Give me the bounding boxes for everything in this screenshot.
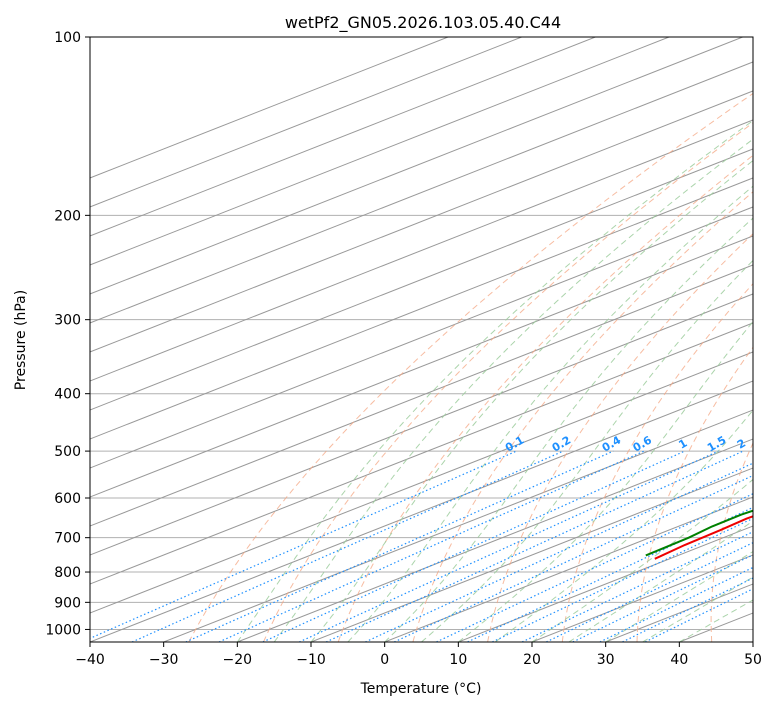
x-tick-label: 0	[380, 652, 389, 668]
moist-adiabat-line	[310, 159, 753, 642]
mixing-ratio-line	[325, 450, 744, 642]
mixing-ratio-line	[436, 493, 753, 642]
isotherm-line	[90, 322, 753, 585]
y-tick-label: 500	[54, 444, 81, 460]
y-tick-label: 700	[54, 531, 81, 547]
moist-adiabat-line	[494, 409, 753, 642]
mixing-ratio-line	[131, 450, 564, 642]
x-axis-title: Temperature (°C)	[360, 681, 482, 697]
x-tick-label: −40	[75, 652, 105, 668]
isotherm-line	[90, 264, 753, 527]
plot-frame	[89, 36, 754, 643]
mixing-ratio-line	[262, 450, 685, 642]
x-tick-label: 30	[597, 652, 615, 668]
dry-adiabat-line	[263, 122, 753, 642]
isotherm-line	[90, 37, 743, 295]
isotherm-line	[310, 467, 753, 642]
moist-adiabat-line	[384, 217, 753, 642]
isotherm-line	[90, 37, 449, 179]
isotherm-lines	[90, 37, 753, 642]
plot-area: 0.10.20.40.611.52346810131620253036-100-…	[90, 37, 753, 642]
x-tick-label: −30	[149, 652, 179, 668]
isotherm-line	[90, 177, 753, 440]
isotherm-line	[90, 380, 753, 642]
y-tick-label: 600	[54, 491, 81, 507]
mixing-ratio-line	[218, 450, 645, 642]
mixing-ratio-line	[393, 474, 753, 642]
mixing-ratio-line	[298, 450, 719, 642]
moist-adiabat-line	[273, 138, 753, 642]
moist-adiabat-line	[531, 478, 753, 642]
x-tick-label: 50	[744, 652, 762, 668]
moist-adiabat-line	[236, 119, 753, 642]
moist-adiabat-lines	[236, 119, 753, 642]
dry-adiabat-lines	[188, 92, 753, 642]
isotherm-line	[90, 293, 753, 556]
y-tick-label: 400	[54, 387, 81, 403]
isotherm-line	[90, 235, 753, 498]
moist-adiabat-line	[421, 259, 753, 642]
y-axis-title: Pressure (hPa)	[13, 290, 29, 390]
x-tick-label: 10	[449, 652, 467, 668]
mixing-ratio-line	[622, 577, 753, 642]
isotherm-line	[90, 37, 670, 266]
isotherm-line	[90, 37, 596, 237]
isotherm-line	[90, 206, 753, 469]
moist-adiabat-line	[605, 550, 753, 642]
x-tick-label: 20	[523, 652, 541, 668]
x-tick-label: 40	[670, 652, 688, 668]
dry-adiabat-line	[561, 282, 753, 642]
pressure-gridlines	[90, 37, 753, 630]
dry-adiabat-line	[188, 92, 753, 642]
x-tick-label: −10	[296, 652, 326, 668]
isotherm-line	[90, 148, 753, 411]
x-axis-ticks: −40 −30 −20 −10 0 10 20 30 40 50	[75, 642, 762, 668]
mixing-ratio-line	[546, 542, 753, 642]
dry-adiabat-line	[710, 441, 753, 642]
moist-adiabat-line	[347, 185, 753, 642]
y-tick-label: 800	[54, 565, 81, 581]
mixing-ratio-line	[644, 588, 753, 642]
y-axis-ticks: 100 200 300 400 500 600 700 800 900 1000	[45, 30, 90, 638]
chart-title: wetPf2_GN05.2026.103.05.40.C44	[285, 13, 561, 33]
isotherm-line	[90, 61, 753, 324]
y-tick-label: 1000	[45, 622, 81, 638]
isotherm-line	[90, 351, 753, 614]
mixing-ratio-lines	[90, 450, 753, 642]
isotherm-line	[163, 409, 753, 642]
isotherm-line	[237, 438, 753, 642]
moist-adiabat-line	[642, 576, 753, 642]
mixing-ratio-line	[521, 531, 753, 642]
dry-adiabat-line	[337, 154, 753, 642]
y-tick-label: 900	[54, 595, 81, 611]
isotherm-line	[384, 496, 753, 642]
y-tick-label: 200	[54, 208, 81, 224]
mixing-ratio-line	[185, 450, 614, 642]
dry-adiabat-line	[636, 346, 753, 642]
dry-adiabat-line	[487, 233, 753, 642]
isotherm-line	[458, 525, 753, 642]
isotherm-line	[90, 90, 753, 353]
y-tick-label: 300	[54, 313, 81, 329]
y-tick-label: 100	[54, 30, 81, 46]
x-tick-label: −20	[223, 652, 253, 668]
isotherm-line	[90, 119, 753, 382]
mixing-ratio-line	[365, 462, 753, 642]
isotherm-line	[90, 37, 522, 208]
dry-adiabat-line	[412, 191, 753, 642]
